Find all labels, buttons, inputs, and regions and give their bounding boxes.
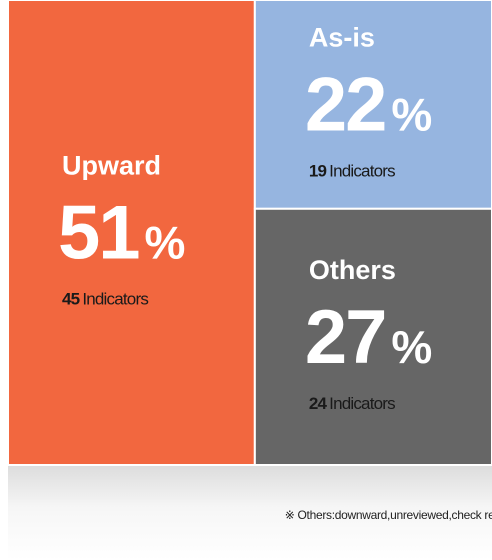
value-unit: %: [391, 88, 432, 140]
tile-value: 51%: [58, 191, 185, 276]
tile-value: 22%: [305, 62, 432, 147]
value-number: 22: [305, 62, 386, 147]
value-unit: %: [145, 217, 186, 269]
count-unit: Indicators: [82, 290, 148, 309]
count-number: 45: [62, 290, 80, 309]
value-number: 27: [305, 295, 386, 380]
tile-label: Upward: [62, 151, 161, 181]
footer-band: [8, 465, 492, 560]
value-number: 51: [58, 191, 139, 276]
tile-count: 45 Indicators: [62, 290, 148, 309]
value-unit: %: [391, 321, 432, 373]
count-unit: Indicators: [329, 161, 395, 180]
tile-label: Others: [309, 255, 396, 285]
count-number: 19: [309, 161, 327, 180]
count-number: 24: [309, 394, 328, 413]
tile: [7, 0, 256, 466]
tile-label: As-is: [309, 22, 375, 52]
footnote: ※ Others:downward,unreviewed,check requi…: [285, 508, 492, 522]
tile-value: 27%: [305, 295, 432, 380]
tile-count: 19 Indicators: [309, 161, 395, 180]
tile-count: 24 Indicators: [309, 394, 395, 413]
tile: [253, 207, 492, 466]
count-unit: Indicators: [329, 394, 395, 413]
